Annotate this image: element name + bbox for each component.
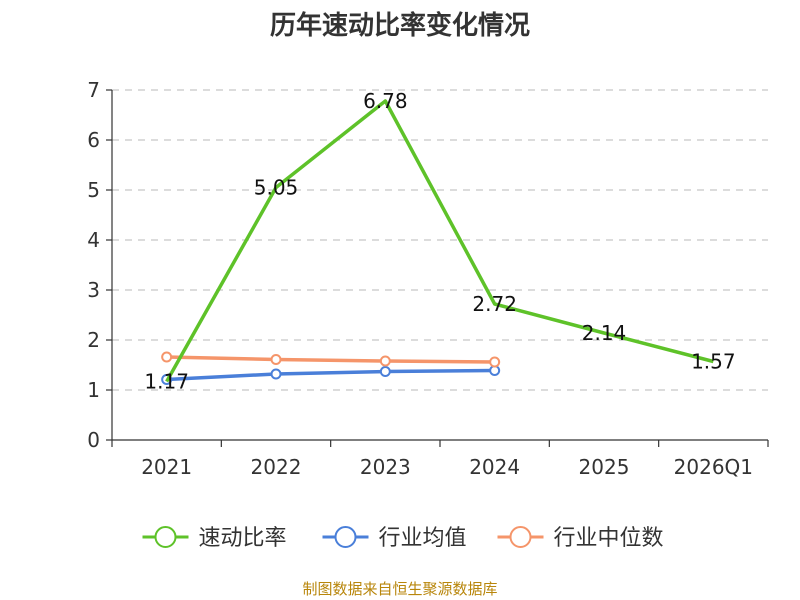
series-2 xyxy=(161,351,501,368)
legend-label: 行业均值 xyxy=(379,526,467,551)
series-line-2 xyxy=(166,355,495,364)
data-label: 1.57 xyxy=(691,350,736,374)
legend-item-0: 速动比率 xyxy=(142,526,287,551)
x-tick-label: 2025 xyxy=(579,455,630,479)
series-line-1 xyxy=(166,368,495,382)
series-1 xyxy=(161,365,501,385)
legend-marker-icon xyxy=(509,526,532,548)
source-note: 制图数据来自恒生聚源数据库 xyxy=(302,580,497,598)
series-point xyxy=(161,351,173,363)
data-label: 2.14 xyxy=(582,321,627,345)
series-point xyxy=(379,366,391,377)
axes: 0 1 2 3 4 5 6 7 2021 2022 2023 2024 2025 2026Q1 xyxy=(87,78,769,479)
x-tick-label: 2021 xyxy=(141,455,192,479)
legend-item-2: 行业中位数 xyxy=(497,526,664,551)
y-tick-label: 4 xyxy=(87,228,100,252)
series-point xyxy=(270,354,282,365)
legend-item-1: 行业均值 xyxy=(322,526,467,551)
y-tick-label: 2 xyxy=(87,328,100,352)
data-label: 5.05 xyxy=(254,176,299,200)
series-point xyxy=(379,355,391,367)
series-line-0 xyxy=(165,99,714,383)
gridlines xyxy=(112,89,768,391)
x-tick-label: 2023 xyxy=(360,455,411,479)
series-0 xyxy=(165,99,714,383)
data-labels: 1.17 5.05 6.78 2.72 2.14 1.57 xyxy=(144,89,735,394)
y-tick-label: 6 xyxy=(87,128,100,152)
legend-marker-icon xyxy=(154,526,177,548)
data-label: 2.72 xyxy=(472,292,517,316)
y-tick-label: 5 xyxy=(87,178,100,202)
y-tick-label: 3 xyxy=(87,278,100,302)
chart-title: 历年速动比率变化情况 xyxy=(270,10,530,41)
y-tick-label: 0 xyxy=(87,428,100,452)
legend-marker-icon xyxy=(334,526,357,548)
x-tick-label: 2026Q1 xyxy=(674,455,753,479)
series-point xyxy=(270,368,282,380)
legend-label: 行业中位数 xyxy=(554,526,664,551)
x-tick-label: 2024 xyxy=(469,455,520,479)
x-tick-label: 2022 xyxy=(251,455,302,479)
legend: 速动比率 行业均值 行业中位数 xyxy=(142,526,664,551)
y-tick-label: 7 xyxy=(87,78,100,102)
data-label: 6.78 xyxy=(363,89,408,113)
series-point xyxy=(489,356,501,368)
series-layer xyxy=(161,99,714,385)
legend-label: 速动比率 xyxy=(199,526,287,551)
data-label: 1.17 xyxy=(144,370,189,394)
y-tick-label: 1 xyxy=(87,378,100,402)
